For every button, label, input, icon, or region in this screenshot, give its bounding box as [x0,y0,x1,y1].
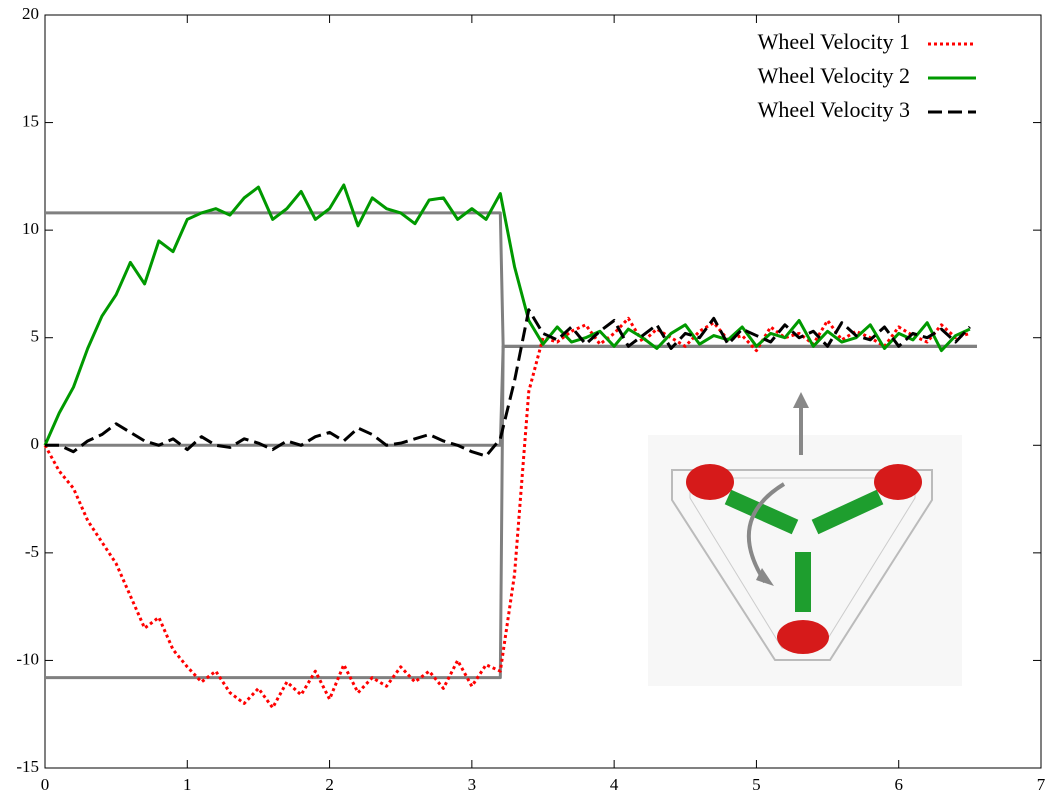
arrow-head [756,568,774,586]
data-line [45,308,971,458]
legend-label: Wheel Velocity 1 [758,29,910,54]
plot-frame [44,14,1042,769]
axle [724,489,799,535]
y-tick-label: -10 [16,649,39,668]
x-tick-label: 6 [894,775,903,794]
axle [811,489,884,535]
x-tick-label: 1 [183,775,192,794]
rotation-arrow [746,482,786,584]
y-tick-label: 20 [22,4,39,23]
reference-line [45,344,977,447]
y-tick-label: -5 [25,542,39,561]
wheel [874,464,922,500]
x-tick-label: 3 [468,775,477,794]
x-tick-label: 2 [325,775,334,794]
reference-line [45,211,977,348]
x-tick-label: 0 [41,775,50,794]
data-line [43,316,971,710]
y-tick-label: 15 [22,111,39,130]
x-tick-label: 7 [1037,775,1046,794]
wheel [686,464,734,500]
y-tick-label: 5 [31,327,40,346]
wheel [777,620,829,654]
arrow-head [793,392,809,408]
x-tick-label: 5 [752,775,761,794]
robot-inset [648,392,962,686]
data-line [43,183,971,446]
y-tick-label: -15 [16,757,39,776]
y-tick-label: 0 [31,434,40,453]
x-tick-label: 4 [610,775,619,794]
robot-frame [671,469,933,661]
legend-label: Wheel Velocity 3 [758,97,910,122]
y-tick-label: 10 [22,219,39,238]
legend-label: Wheel Velocity 2 [758,63,910,88]
